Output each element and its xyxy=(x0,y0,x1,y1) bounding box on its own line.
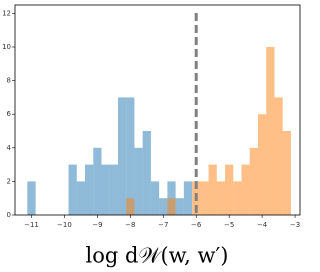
x-tick-label: −4 xyxy=(257,221,268,229)
x-tick-label: −5 xyxy=(224,221,234,229)
histogram-bar xyxy=(225,164,234,215)
x-tick-label: −6 xyxy=(191,221,202,229)
y-tick-label: 2 xyxy=(7,177,11,185)
histogram-bar xyxy=(126,97,135,215)
y-tick-label: 10 xyxy=(2,43,11,51)
histogram-bar xyxy=(241,164,250,215)
y-tick-label: 0 xyxy=(7,211,11,219)
chart: log d𝒲(w, w′) 0 2 4 6 8 10 12 −11 −10 −9 −8 −7 −6 −5 −… xyxy=(2,4,301,268)
histogram-bar xyxy=(27,181,36,215)
histogram-bar xyxy=(126,198,135,215)
histogram-bar xyxy=(216,181,226,215)
histogram-bar xyxy=(159,198,168,215)
y-tick-label: 6 xyxy=(7,110,12,118)
x-tick-label: −11 xyxy=(24,221,39,229)
x-tick-label: −7 xyxy=(158,221,168,229)
histogram-bar xyxy=(76,181,86,215)
x-tick-label: −3 xyxy=(290,221,300,229)
histogram-bar xyxy=(274,97,283,215)
x-tick-label: −9 xyxy=(92,221,102,229)
x-tick-label: −8 xyxy=(125,221,135,229)
y-tick-label: 4 xyxy=(7,144,12,152)
histogram-bar xyxy=(282,131,291,215)
histogram-bar xyxy=(175,198,184,215)
histogram-bar xyxy=(85,164,94,215)
histogram-bar xyxy=(233,181,242,215)
histogram-bar xyxy=(266,47,275,215)
y-tick-label: 12 xyxy=(2,9,11,17)
histogram-bar xyxy=(200,181,209,215)
histogram-bar xyxy=(142,131,151,215)
histogram-bar xyxy=(109,164,118,215)
histogram-bar xyxy=(257,114,267,215)
histogram-bar xyxy=(249,147,258,215)
x-tick-label: −10 xyxy=(57,221,72,229)
histogram-bar xyxy=(134,147,143,215)
histogram-bar xyxy=(101,164,110,215)
y-tick-label: 8 xyxy=(7,77,11,85)
plot-frame xyxy=(14,4,301,216)
histogram-bar xyxy=(68,164,77,215)
histogram-bar xyxy=(117,97,127,215)
histogram-bar xyxy=(150,181,160,215)
x-axis-label: log d𝒲(w, w′) xyxy=(86,244,229,268)
histogram-bar xyxy=(208,164,217,215)
histogram-bar xyxy=(183,181,193,215)
histogram-bar xyxy=(167,198,176,215)
histogram-bar xyxy=(93,147,102,215)
